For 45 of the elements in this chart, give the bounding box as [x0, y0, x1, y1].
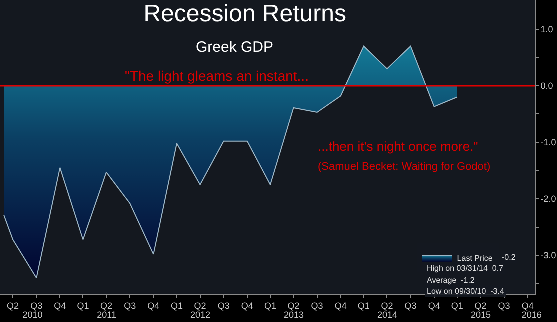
x-tick-label: Q4 — [428, 300, 440, 311]
x-tick-label: Q1 — [170, 300, 183, 311]
x2-tick-label: 2010 — [22, 310, 43, 320]
x2-tick-label: 2015 — [470, 310, 491, 320]
x-tick-label: Q2 — [288, 300, 300, 311]
x-tick-label: Q3 — [124, 300, 136, 311]
x-tick-label: Q2 — [100, 300, 113, 311]
text: Greek GDP — [196, 39, 274, 56]
x-tick-label: Q4 — [54, 300, 66, 311]
x2-tick-label: 2016 — [522, 310, 542, 320]
x2-tick-label: 2011 — [97, 310, 116, 320]
x-tick-label: Q1 — [77, 300, 90, 311]
x2-tick-label: 2012 — [190, 310, 211, 320]
x-tick-label: Q3 — [498, 300, 510, 311]
y-tick-label: -1.0 — [540, 138, 556, 148]
x-tick-label: Q3 — [404, 300, 417, 311]
x-tick-label: Q4 — [334, 300, 347, 311]
y-tick-label: 0.0 — [540, 81, 554, 92]
x-tick-label: Q1 — [264, 300, 276, 311]
annotation: Low on 09/30/10 -3.4 — [427, 287, 505, 296]
y-tick-label: -2.0 — [540, 194, 556, 204]
x-tick-label: Q2 — [194, 300, 206, 311]
x-tick-label: Q3 — [218, 300, 230, 311]
y-tick-label: 1.0 — [540, 24, 554, 35]
x-tick-label: Q4 — [241, 300, 254, 311]
x-tick-label: Q3 — [311, 300, 324, 311]
legend-label: Last Price — [457, 254, 494, 264]
x2-tick-label: 2014 — [377, 310, 398, 320]
x-tick-label: Q2 — [381, 300, 394, 311]
x-tick-label: Q2 — [7, 300, 20, 311]
x2-tick-label: 2013 — [284, 310, 304, 320]
x-tick-label: Q4 — [148, 300, 160, 311]
x-tick-label: Q3 — [30, 300, 43, 311]
y-tick-label: -3.0 — [540, 250, 556, 261]
x-tick-label: Q4 — [522, 300, 534, 311]
annotation: High on 03/31/14 0.7 — [427, 264, 504, 273]
annotation: (Samuel Becket: Waiting for Godot) — [318, 161, 491, 173]
x-tick-label: Q1 — [451, 300, 464, 311]
x-tick-label: Q1 — [358, 300, 370, 311]
chart-title: Recession Returns — [144, 0, 346, 28]
annotation: Average -1.2 — [427, 276, 476, 285]
annotation: ...then it's night once more." — [318, 139, 479, 154]
annotation: "The light gleams an instant... — [125, 68, 309, 84]
x-tick-label: Q2 — [474, 300, 487, 311]
annotation: -0.2 — [502, 253, 516, 262]
